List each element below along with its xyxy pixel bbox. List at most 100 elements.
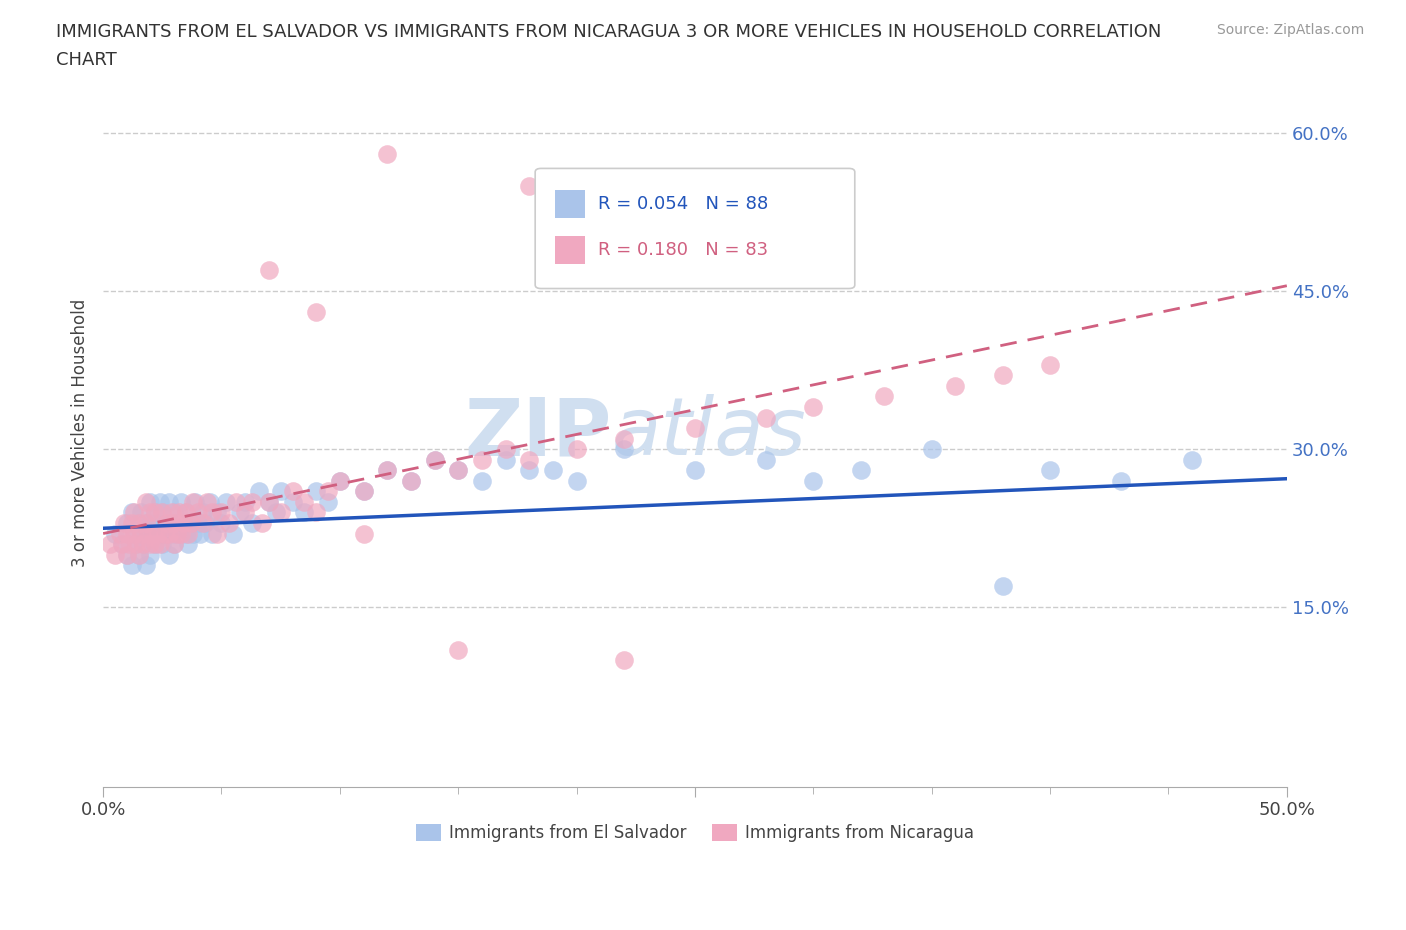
Point — [160, 515, 183, 530]
Point — [375, 463, 398, 478]
Point — [316, 495, 339, 510]
Point — [225, 495, 247, 510]
Point — [270, 505, 292, 520]
Point — [181, 526, 204, 541]
Point — [755, 410, 778, 425]
Point — [447, 463, 470, 478]
Point — [991, 368, 1014, 383]
Text: R = 0.054   N = 88: R = 0.054 N = 88 — [598, 194, 768, 213]
Point — [180, 515, 202, 530]
Point — [270, 484, 292, 498]
Point — [114, 515, 136, 530]
Point — [305, 484, 328, 498]
Point — [149, 526, 172, 541]
Point — [229, 505, 252, 520]
Point — [205, 526, 228, 541]
Point — [731, 262, 754, 277]
Point — [329, 473, 352, 488]
Text: Source: ZipAtlas.com: Source: ZipAtlas.com — [1216, 23, 1364, 37]
Point — [136, 526, 159, 541]
Point — [170, 495, 193, 510]
Point — [184, 495, 207, 510]
Point — [683, 463, 706, 478]
Point — [541, 463, 564, 478]
Point — [122, 526, 145, 541]
Point — [353, 484, 375, 498]
Point — [211, 505, 233, 520]
Point — [613, 442, 636, 457]
Point — [187, 505, 209, 520]
Point — [240, 515, 263, 530]
Point — [146, 515, 169, 530]
Point — [143, 505, 166, 520]
Point — [153, 515, 176, 530]
Point — [174, 526, 197, 541]
Point — [174, 505, 197, 520]
Point — [849, 463, 872, 478]
Point — [142, 526, 165, 541]
Point — [115, 515, 138, 530]
FancyBboxPatch shape — [536, 168, 855, 288]
Point — [292, 505, 315, 520]
Point — [991, 578, 1014, 593]
Point — [205, 505, 228, 520]
Point — [257, 495, 280, 510]
Point — [1039, 357, 1062, 372]
Point — [353, 526, 375, 541]
Text: CHART: CHART — [56, 51, 117, 69]
Point — [135, 515, 157, 530]
Point — [191, 505, 214, 520]
Point — [194, 515, 217, 530]
Point — [139, 537, 162, 551]
Point — [191, 515, 214, 530]
Point — [121, 505, 143, 520]
Point — [187, 515, 209, 530]
Point — [198, 495, 221, 510]
Point — [135, 558, 157, 573]
Point — [201, 526, 224, 541]
Point — [305, 305, 328, 320]
Point — [755, 452, 778, 467]
Point — [150, 505, 173, 520]
Text: atlas: atlas — [612, 394, 807, 472]
Point — [233, 505, 256, 520]
Point — [375, 463, 398, 478]
Point — [517, 463, 540, 478]
Point — [139, 515, 162, 530]
Point — [135, 495, 157, 510]
Point — [157, 495, 180, 510]
Point — [375, 147, 398, 162]
Point — [125, 537, 148, 551]
FancyBboxPatch shape — [555, 190, 585, 218]
Point — [281, 495, 304, 510]
Point — [801, 473, 824, 488]
Point — [167, 526, 190, 541]
Point — [166, 515, 188, 530]
Legend: Immigrants from El Salvador, Immigrants from Nicaragua: Immigrants from El Salvador, Immigrants … — [409, 817, 981, 849]
Point — [157, 526, 180, 541]
Point — [471, 452, 494, 467]
Point — [128, 547, 150, 562]
Point — [222, 526, 245, 541]
Point — [281, 484, 304, 498]
Point — [683, 420, 706, 435]
Point — [240, 495, 263, 510]
Point — [163, 537, 186, 551]
Point — [292, 495, 315, 510]
Point — [139, 495, 162, 510]
Point — [136, 526, 159, 541]
Point — [218, 515, 240, 530]
Point — [139, 505, 162, 520]
Point — [250, 515, 273, 530]
Point — [195, 495, 218, 510]
Point — [180, 515, 202, 530]
Point — [125, 537, 148, 551]
Point — [801, 400, 824, 415]
Point — [174, 505, 197, 520]
Point — [211, 515, 233, 530]
Point — [173, 515, 195, 530]
Point — [257, 262, 280, 277]
Point — [613, 432, 636, 446]
Point — [121, 558, 143, 573]
Point — [163, 526, 186, 541]
